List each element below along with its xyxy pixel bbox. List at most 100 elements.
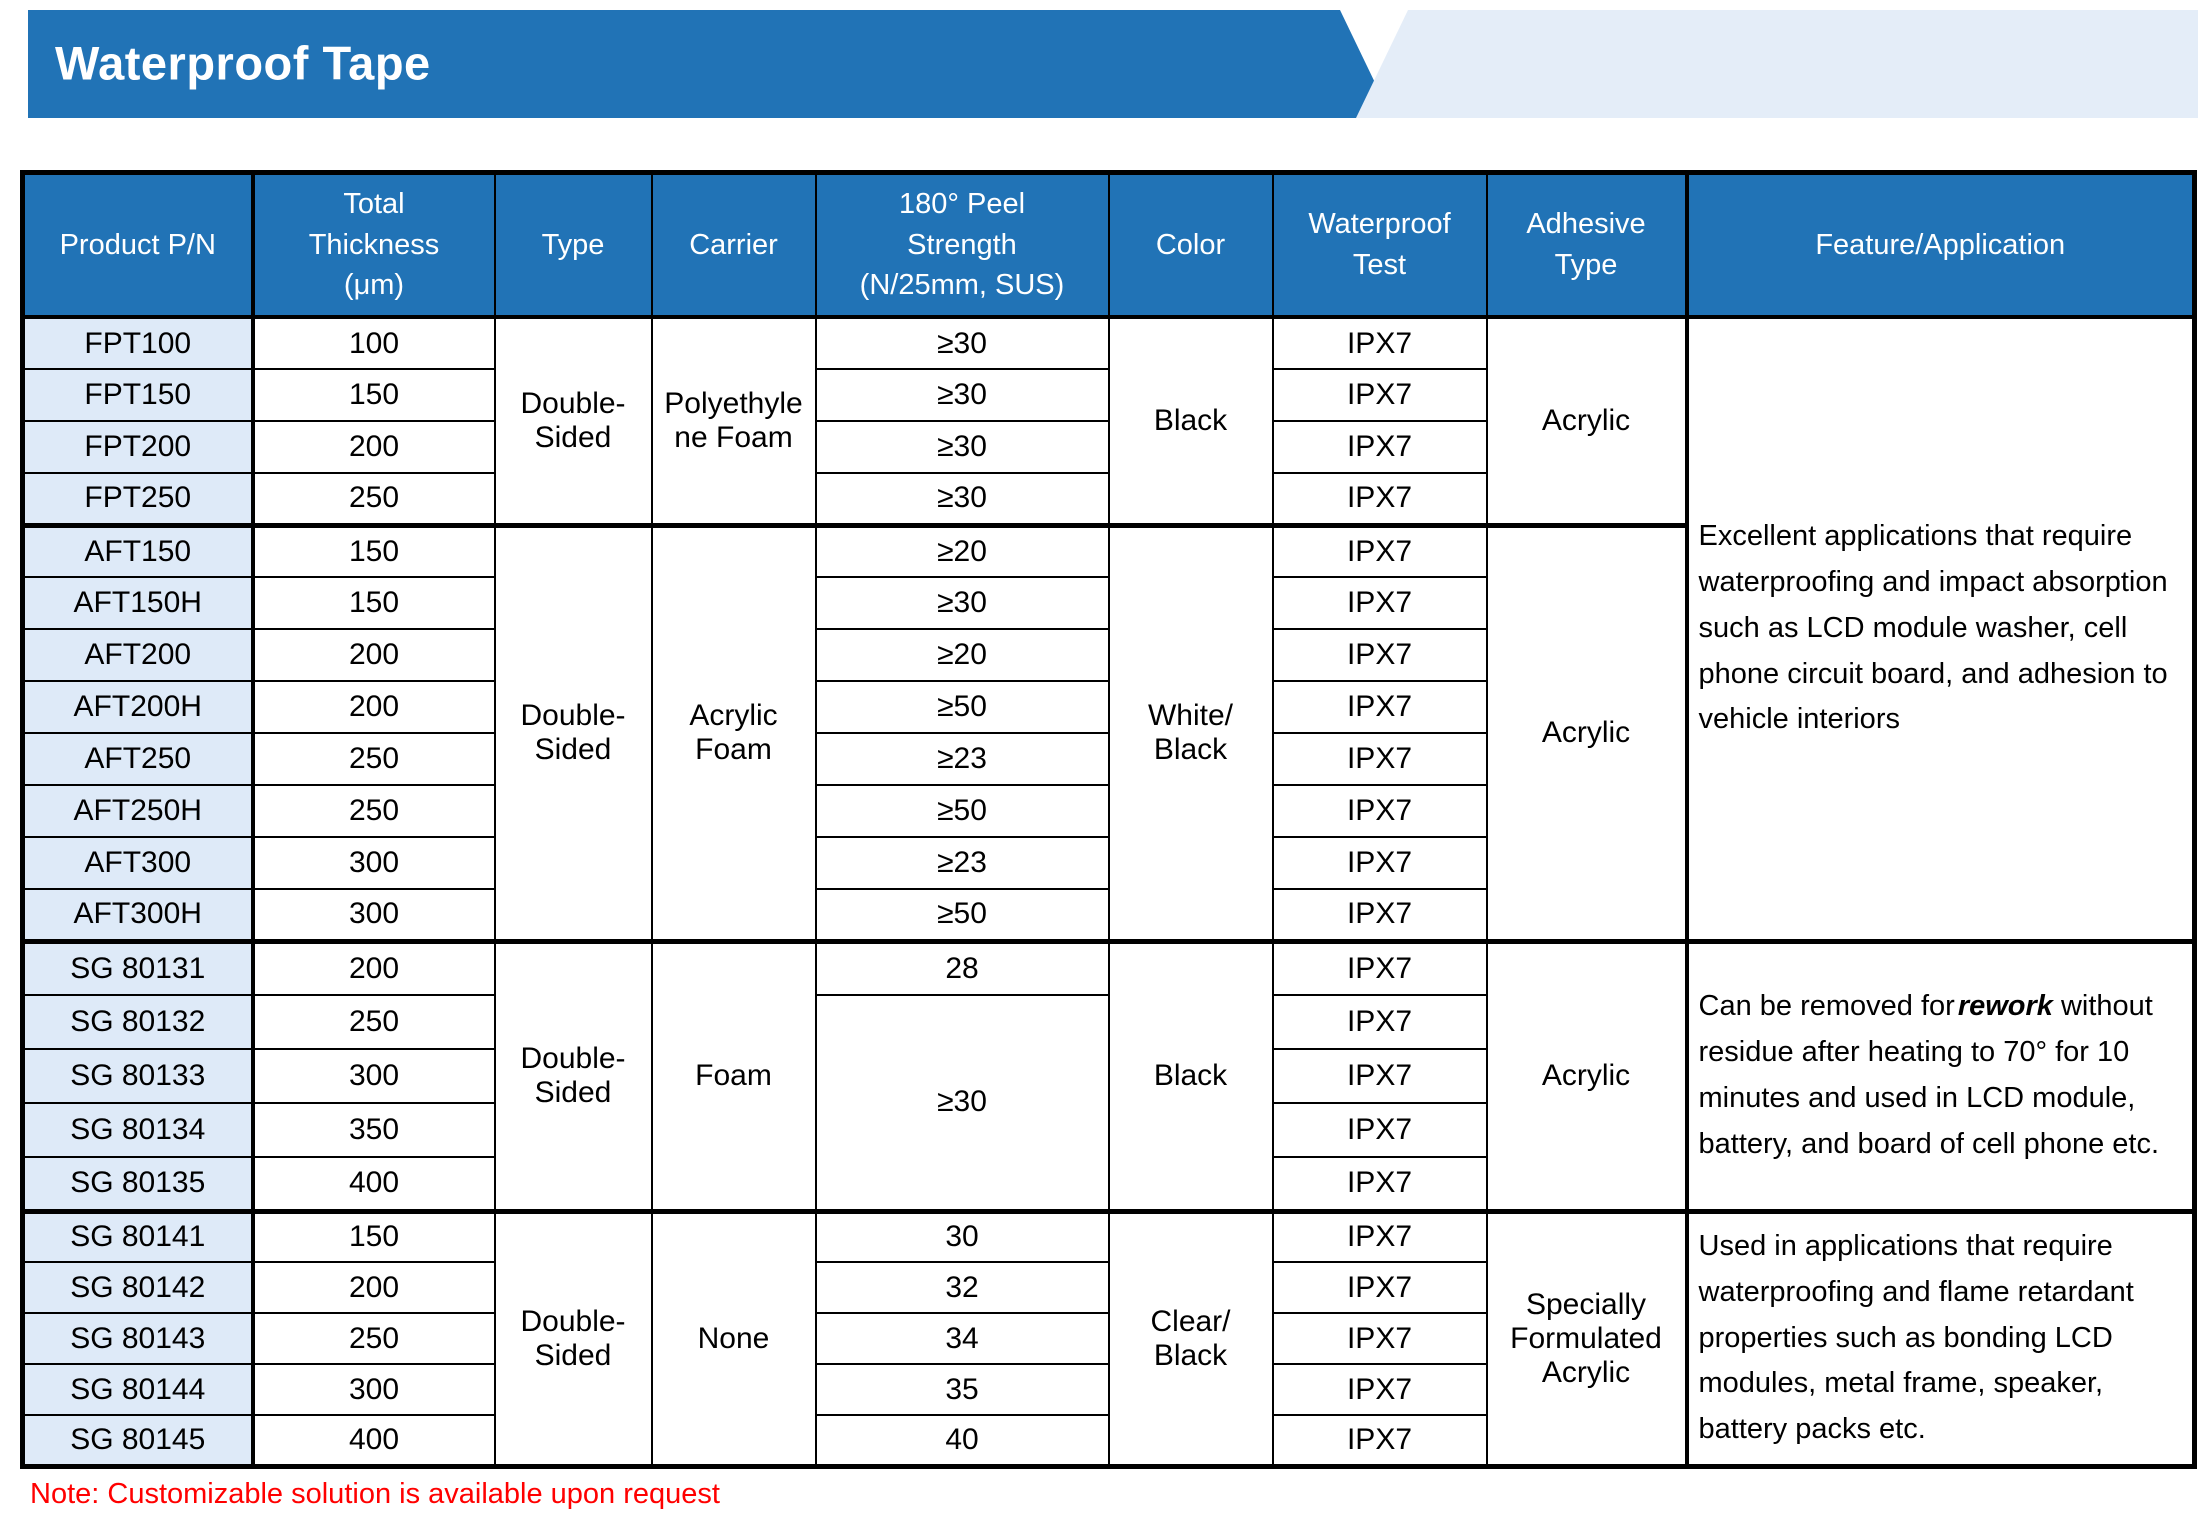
thickness-cell: 200 [251, 1261, 496, 1314]
product-pn-cell: AFT150H [21, 576, 255, 630]
header-row: Product P/N Total Thickness (μm) Type Ca… [21, 171, 2196, 319]
peel-cell: ≥30 [814, 994, 1110, 1212]
waterproof-test-cell: IPX7 [1271, 316, 1488, 370]
peel-cell: ≥20 [814, 628, 1110, 682]
col-header-product-pn: Product P/N [21, 171, 255, 319]
peel-cell: 28 [814, 938, 1110, 996]
product-pn-cell: AFT200H [21, 680, 255, 734]
thickness-cell: 100 [251, 316, 496, 370]
waterproof-test-cell: IPX7 [1271, 420, 1488, 474]
waterproof-test-cell: IPX7 [1271, 784, 1488, 838]
peel-cell: 30 [814, 1208, 1110, 1263]
product-pn-cell: AFT200 [21, 628, 255, 682]
table-row: SG 80132 250 ≥30 IPX7 [21, 994, 2195, 1212]
waterproof-test-cell: IPX7 [1271, 732, 1488, 786]
col-header-type: Type [493, 171, 653, 319]
product-pn-cell: FPT150 [21, 368, 255, 422]
waterproof-test-cell: IPX7 [1271, 888, 1488, 942]
product-pn-cell: AFT250 [21, 732, 255, 786]
thickness-cell: 250 [251, 994, 496, 1050]
product-pn-cell: AFT250H [21, 784, 255, 838]
type-cell: Double-Sided [493, 1208, 653, 1467]
color-cell: Clear/ Black [1107, 1208, 1274, 1467]
product-pn-cell: FPT200 [21, 420, 255, 474]
footnote: Note: Customizable solution is available… [30, 1478, 720, 1510]
thickness-cell: 250 [251, 732, 496, 786]
feature-cell: Used in applications that require waterp… [1684, 1208, 2196, 1467]
product-pn-cell: SG 80131 [21, 938, 255, 996]
table-row: FPT250 250 ≥30 IPX7 [21, 472, 2195, 526]
waterproof-test-cell: IPX7 [1271, 472, 1488, 526]
waterproof-test-cell: IPX7 [1271, 1414, 1488, 1467]
table-row: FPT100 100 Double-Sided Polyethylene Foa… [21, 316, 2196, 942]
table-row: AFT150H 150 ≥30 IPX7 [21, 576, 2195, 630]
product-pn-cell: SG 80143 [21, 1312, 255, 1365]
col-header-thickness: Total Thickness (μm) [251, 171, 496, 319]
product-pn-cell: AFT300H [21, 888, 255, 942]
adhesive-cell: Acrylic [1485, 522, 1688, 942]
table-row: SG 80131 200 Double-Sided Foam 28 Black … [21, 938, 2196, 1212]
waterproof-test-cell: IPX7 [1271, 680, 1488, 734]
table-row: SG 80133 300 IPX7 [21, 1048, 2195, 1104]
product-pn-cell: SG 80142 [21, 1261, 255, 1314]
table-row: SG 80134 350 IPX7 [21, 1102, 2195, 1158]
peel-cell: ≥30 [814, 576, 1110, 630]
thickness-cell: 150 [251, 576, 496, 630]
product-pn-cell: FPT100 [21, 316, 255, 370]
waterproof-test-cell: IPX7 [1271, 1156, 1488, 1212]
waterproof-test-cell: IPX7 [1271, 1102, 1488, 1158]
waterproof-tape-table: Product P/N Total Thickness (μm) Type Ca… [20, 170, 2197, 1469]
carrier-cell: Foam [650, 938, 817, 1212]
peel-cell: ≥23 [814, 732, 1110, 786]
product-pn-cell: FPT250 [21, 472, 255, 526]
banner-blue-shape: Waterproof Tape [28, 10, 1392, 118]
table-row: AFT250 250 ≥23 IPX7 [21, 732, 2195, 786]
peel-cell: ≥50 [814, 784, 1110, 838]
thickness-cell: 200 [251, 680, 496, 734]
thickness-cell: 200 [251, 938, 496, 996]
title-banner: Waterproof Tape [0, 10, 2205, 118]
page-title: Waterproof Tape [55, 36, 431, 90]
product-pn-cell: AFT150 [21, 522, 255, 578]
thickness-cell: 150 [251, 1208, 496, 1263]
thickness-cell: 300 [251, 836, 496, 890]
table-row: SG 80141 150 Double-Sided None 30 Clear/… [21, 1208, 2196, 1467]
peel-cell: ≥30 [814, 316, 1110, 370]
table-row: AFT250H 250 ≥50 IPX7 [21, 784, 2195, 838]
waterproof-test-cell: IPX7 [1271, 1363, 1488, 1416]
peel-cell: 40 [814, 1414, 1110, 1467]
thickness-cell: 200 [251, 628, 496, 682]
carrier-cell: None [650, 1208, 817, 1467]
peel-cell: ≥30 [814, 420, 1110, 474]
peel-cell: 34 [814, 1312, 1110, 1365]
table-row: FPT150 150 ≥30 IPX7 [21, 368, 2195, 422]
banner-accent-stripe [1356, 10, 2198, 118]
table-row: SG 80143 250 34 IPX7 [21, 1312, 2195, 1365]
type-cell: Double-Sided [493, 316, 653, 526]
waterproof-test-cell: IPX7 [1271, 836, 1488, 890]
col-header-adhesive-type: Adhesive Type [1485, 171, 1688, 319]
carrier-cell: Polyethylene Foam [650, 316, 817, 526]
table-row: AFT150 150 Double-Sided Acrylic Foam ≥20… [21, 522, 2195, 942]
peel-cell: ≥30 [814, 368, 1110, 422]
product-pn-cell: SG 80132 [21, 994, 255, 1050]
thickness-cell: 350 [251, 1102, 496, 1158]
peel-cell: ≥20 [814, 522, 1110, 578]
waterproof-test-cell: IPX7 [1271, 522, 1488, 578]
thickness-cell: 400 [251, 1414, 496, 1467]
thickness-cell: 300 [251, 1048, 496, 1104]
product-pn-cell: SG 80144 [21, 1363, 255, 1416]
feature-text: Can be removed for [1698, 990, 1955, 1023]
product-pn-cell: AFT300 [21, 836, 255, 890]
adhesive-cell: Acrylic [1485, 938, 1688, 1212]
feature-text: without residue after heating to 70° for… [1698, 990, 2160, 1160]
peel-cell: ≥23 [814, 836, 1110, 890]
feature-cell: Excellent applications that require wate… [1684, 316, 2196, 942]
thickness-cell: 250 [251, 1312, 496, 1365]
color-cell: White/ Black [1107, 522, 1274, 942]
col-header-color: Color [1107, 171, 1274, 319]
table-row: SG 80135 400 IPX7 [21, 1156, 2195, 1212]
thickness-cell: 250 [251, 784, 496, 838]
thickness-cell: 250 [251, 472, 496, 526]
